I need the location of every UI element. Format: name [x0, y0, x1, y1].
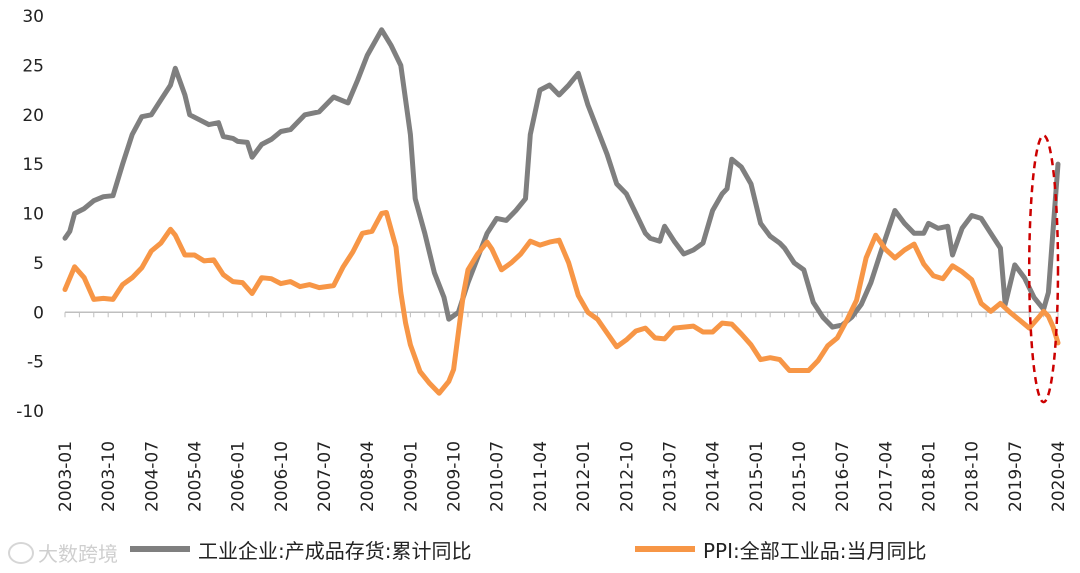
x-tick-label: 2004-07: [142, 441, 162, 512]
x-tick-label: 2018-10: [963, 441, 983, 512]
legend-item-inventory: 工业企业:产成品存货:累计同比: [130, 534, 471, 564]
x-tick-label: 2011-04: [531, 441, 551, 512]
watermark-text: 大数跨境: [38, 542, 118, 566]
legend-item-ppi: PPI:全部工业品:当月同比: [635, 534, 927, 564]
x-axis: 2003-01 2003-10 2004-07 2005-04 2006-01 2006-…: [56, 311, 1069, 512]
x-tick-label: 2015-01: [747, 441, 767, 512]
series-line-inventory: [62, 27, 1061, 330]
x-tick-label: 2008-04: [358, 441, 378, 512]
x-tick-label: 2006-10: [272, 441, 292, 512]
legend-swatch-gray: [130, 546, 190, 552]
y-tick-label: 20: [22, 106, 44, 126]
x-tick-label: 2016-07: [833, 441, 853, 512]
highlight-ellipse: [1027, 134, 1060, 404]
x-tick-label: 2003-10: [99, 441, 119, 512]
y-tick-label: 25: [22, 56, 44, 76]
y-tick-label: 15: [22, 155, 44, 175]
legend-swatch-orange: [635, 546, 695, 552]
x-tick-label: 2020-04: [1049, 441, 1069, 512]
x-tick-label: 2012-10: [617, 441, 637, 512]
x-tick-label: 2009-10: [445, 441, 465, 512]
x-tick-label: 2018-01: [919, 441, 939, 512]
x-tick-label: 2019-07: [1006, 441, 1026, 512]
x-tick-label: 2010-07: [488, 441, 508, 512]
y-tick-label: -5: [27, 353, 44, 373]
y-tick-label: 10: [22, 205, 44, 225]
watermark: 大数跨境: [8, 538, 118, 567]
series-lines: [62, 27, 1061, 396]
x-tick-label: 2007-07: [315, 441, 335, 512]
x-tick-label: 2012-01: [574, 441, 594, 512]
y-axis-tick-labels: -10 -5 0 5 10 15 20 25 30: [16, 7, 44, 422]
x-tick-label: 2017-04: [876, 441, 896, 512]
x-tick-label: 2009-01: [401, 441, 421, 512]
x-tick-label: 2014-04: [704, 441, 724, 512]
y-tick-label: 0: [33, 303, 44, 323]
series-line-ppi: [62, 210, 1061, 396]
y-tick-label: 30: [22, 7, 44, 27]
legend-label-inventory: 工业企业:产成品存货:累计同比: [198, 538, 472, 563]
highlight-annotation: [1027, 134, 1060, 404]
legend-label-ppi: PPI:全部工业品:当月同比: [703, 538, 927, 563]
y-tick-label: 5: [33, 254, 44, 274]
watermark-logo-icon: [8, 541, 34, 564]
x-tick-label: 2006-01: [229, 441, 249, 512]
y-tick-label: -10: [16, 402, 44, 422]
x-tick-label: 2003-01: [56, 441, 76, 512]
x-tick-label: 2005-04: [186, 441, 206, 512]
x-tick-label: 2013-07: [660, 441, 680, 512]
x-tick-label: 2015-10: [790, 441, 810, 512]
